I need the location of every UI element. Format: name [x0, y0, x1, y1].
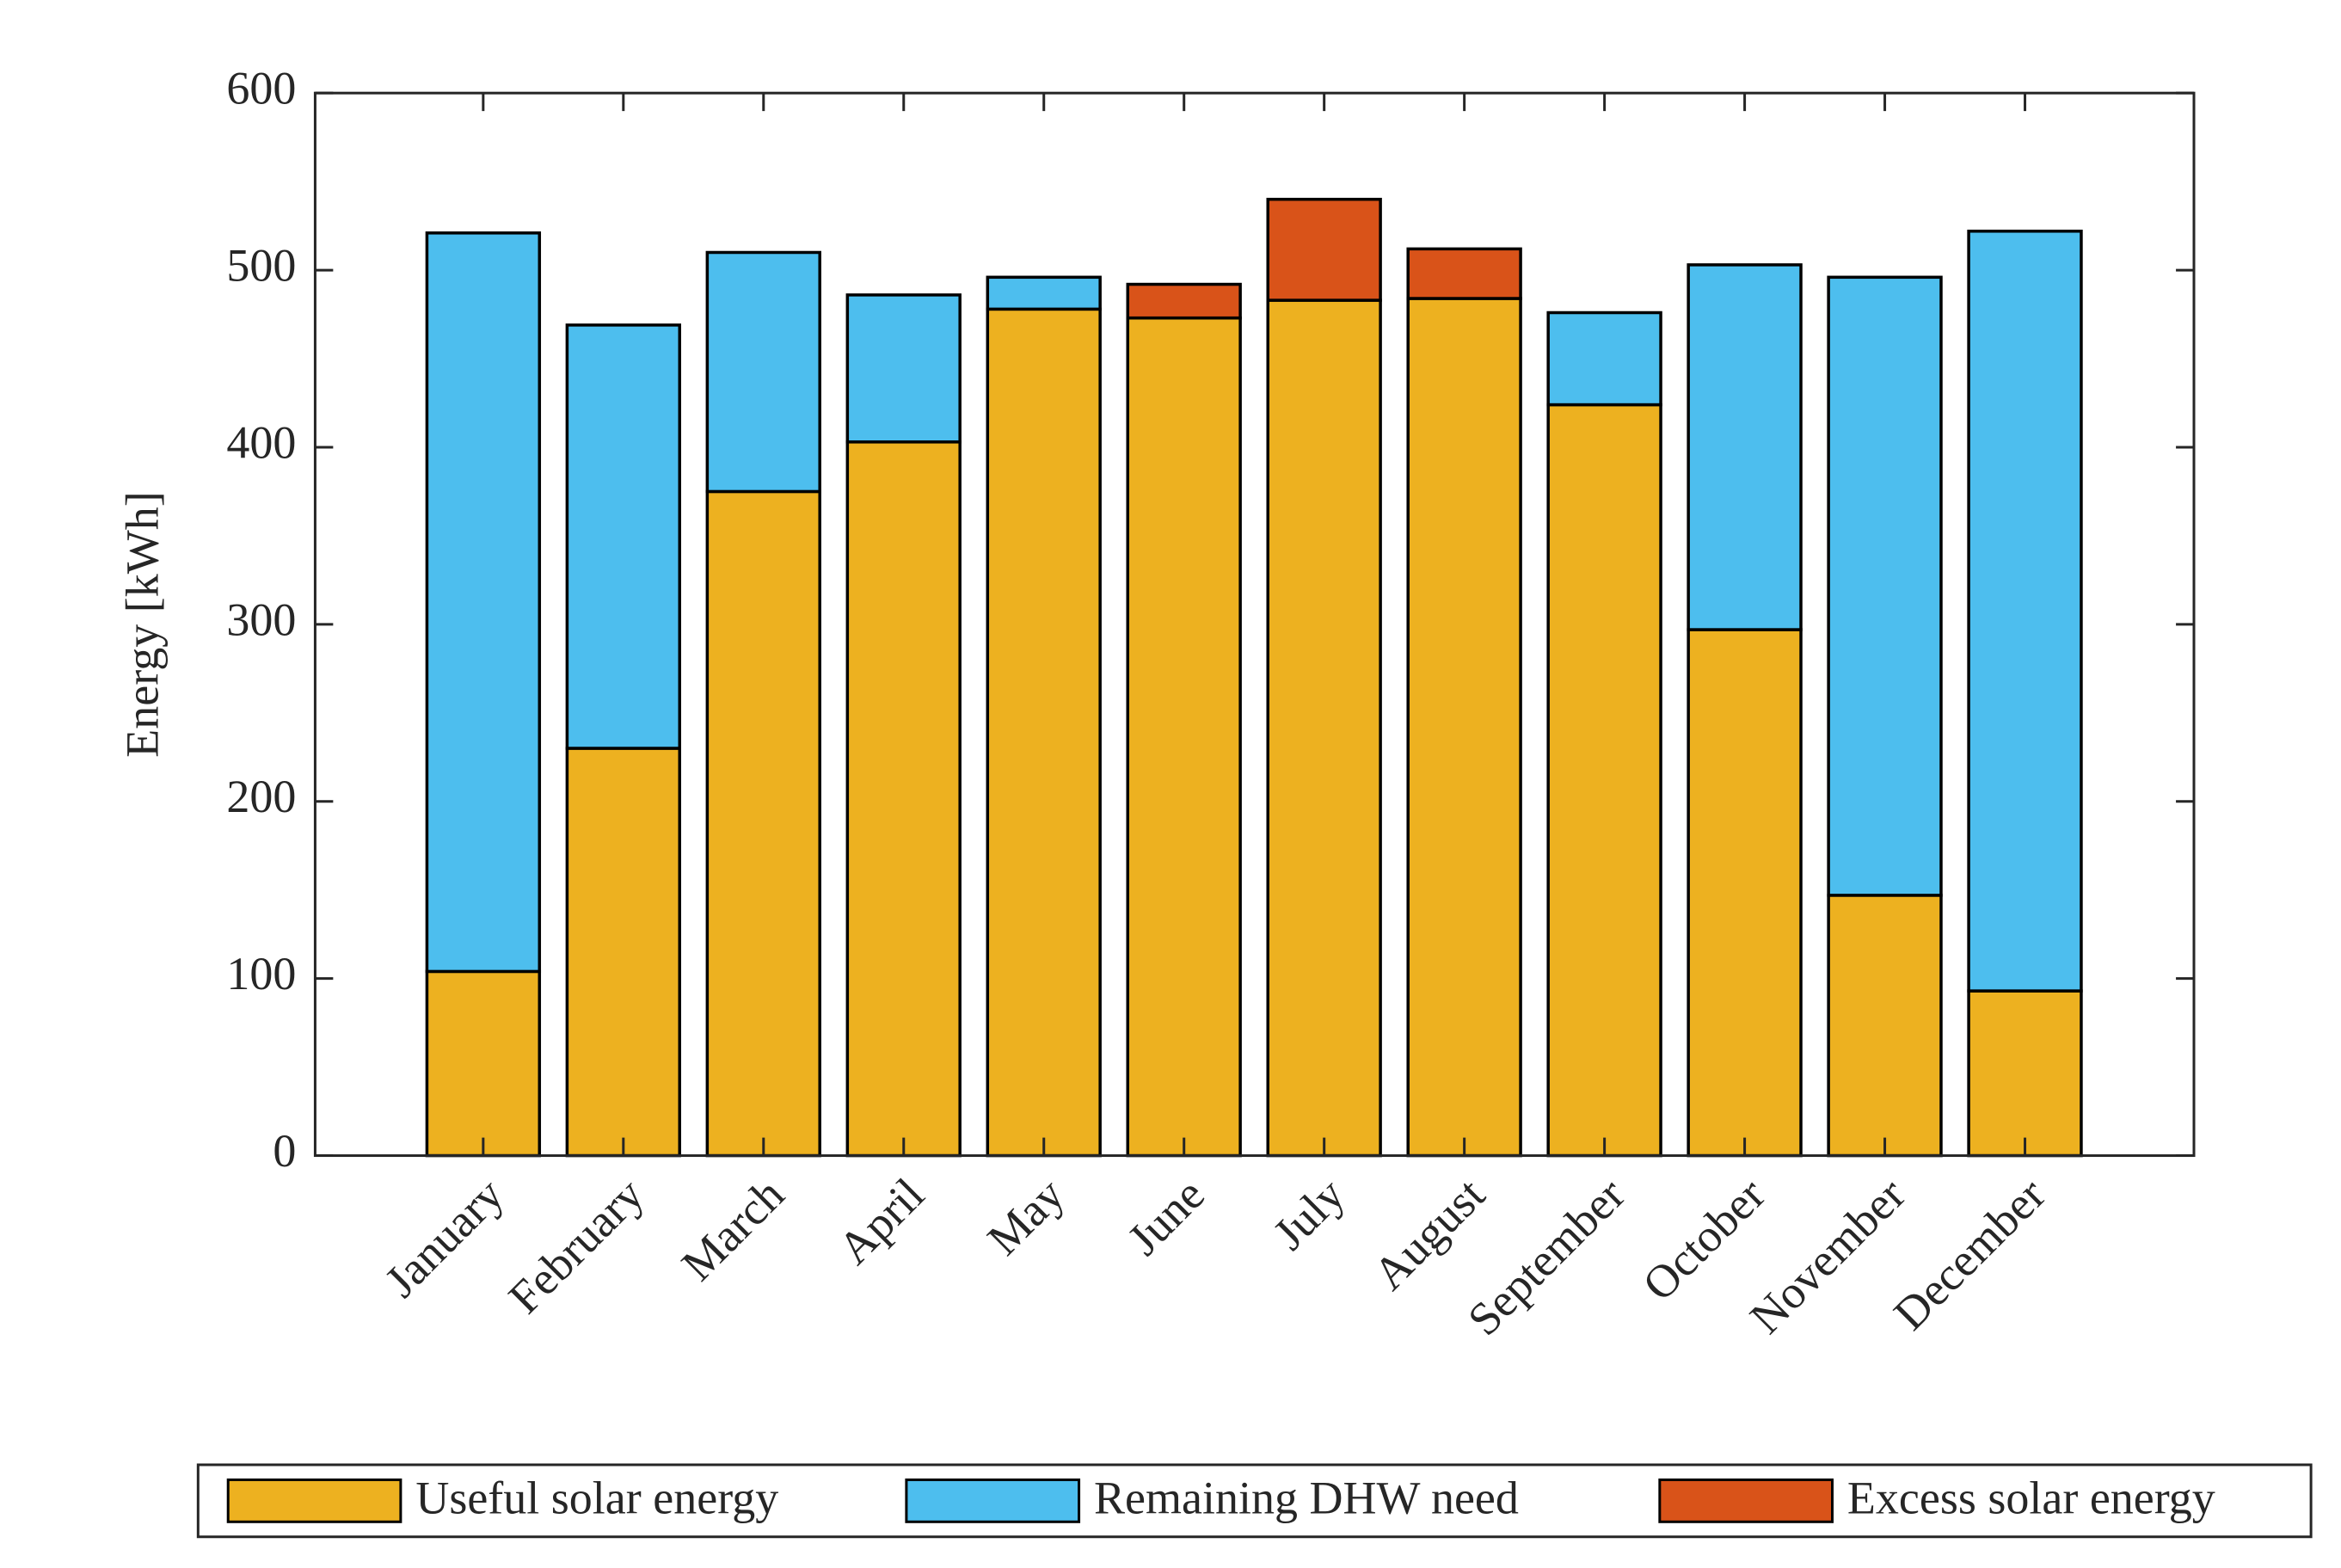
bar-segment	[565, 747, 682, 1158]
bar-segment	[1827, 894, 1943, 1158]
y-tick-label: 300	[226, 593, 296, 645]
bar-segment	[1827, 275, 1943, 897]
bar-segment	[1546, 311, 1662, 407]
legend-swatch	[1658, 1478, 1834, 1523]
legend-label: Useful solar energy	[415, 1472, 778, 1523]
bar-segment	[1126, 316, 1242, 1158]
bar-segment	[845, 293, 962, 444]
bar-segment	[986, 307, 1102, 1158]
plot-frame	[313, 91, 2196, 1158]
legend-label: Remaining DHW need	[1094, 1472, 1519, 1523]
bar-segment	[1266, 197, 1382, 302]
legend-swatch	[226, 1478, 402, 1523]
bar-segment	[1406, 297, 1522, 1158]
bar-segment	[1266, 298, 1382, 1158]
bar-segment	[845, 440, 962, 1158]
bar-segment	[1406, 247, 1522, 300]
bar-segment	[1687, 628, 1803, 1158]
bar-segment	[705, 250, 821, 494]
legend-label: Excess solar energy	[1847, 1472, 2215, 1523]
legend-swatch	[905, 1478, 1081, 1523]
y-tick-label: 100	[226, 948, 296, 999]
bar-segment	[1126, 282, 1242, 320]
bar-segment	[705, 489, 821, 1158]
y-tick-label: 0	[273, 1125, 296, 1177]
bar-segment	[1967, 230, 2083, 993]
bar-segment	[425, 231, 542, 974]
y-tick-label: 600	[226, 63, 296, 114]
bar-segment	[986, 275, 1102, 311]
y-tick-label: 200	[226, 771, 296, 822]
bar-segment	[1546, 403, 1662, 1158]
y-tick-label: 400	[226, 416, 296, 468]
y-axis-label: Energy [kWh]	[116, 491, 168, 757]
bar-segment	[1967, 989, 2083, 1158]
bar-segment	[565, 323, 682, 750]
bar-segment	[425, 969, 542, 1158]
bar-segment	[1687, 263, 1803, 631]
y-tick-label: 500	[226, 239, 296, 291]
legend-box	[196, 1463, 2313, 1539]
